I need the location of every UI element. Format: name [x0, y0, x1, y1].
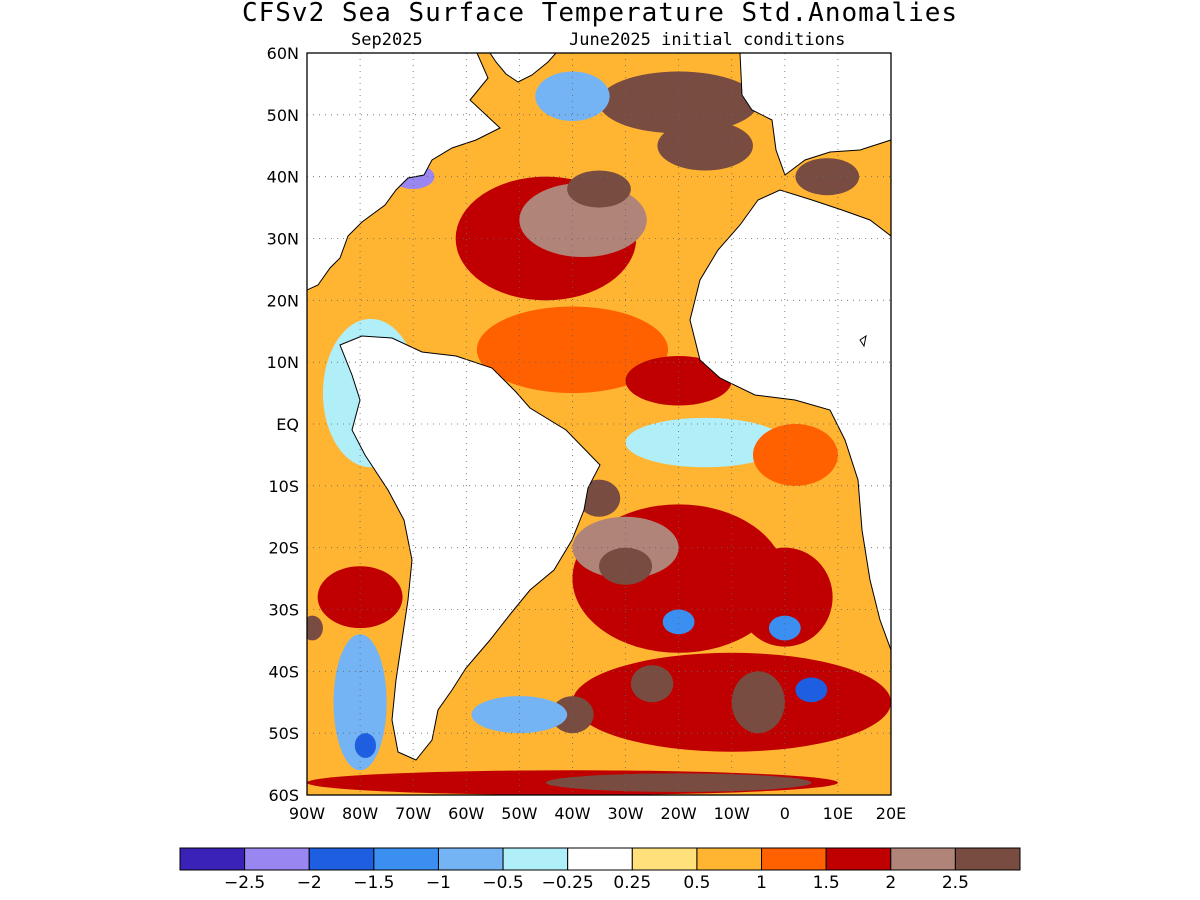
anomaly-region — [768, 615, 801, 641]
longitude-tick-label: 50W — [501, 804, 537, 823]
anomaly-region — [795, 158, 860, 196]
anomaly-region — [599, 71, 759, 134]
legend-value-label: −2 — [297, 873, 322, 893]
anomaly-region — [752, 424, 838, 486]
anomaly-regions — [307, 71, 891, 795]
longitude-tick-label: 20E — [876, 804, 906, 823]
anomaly-region — [737, 547, 833, 647]
anomaly-region — [795, 677, 828, 703]
anomaly-region — [662, 609, 695, 635]
latitude-tick-label: 20S — [268, 539, 299, 558]
color-legend: −2.5 −2 −1.5 −1 −0.5 −0.25 0.25 0.5 1 1.5 2 2.5 — [179, 847, 1021, 893]
latitude-tick-label: 20N — [267, 291, 299, 310]
latitude-tick-label: 40S — [268, 662, 299, 681]
legend-color-swatch — [825, 847, 892, 871]
legend-color-swatch — [373, 847, 439, 871]
latitude-tick-label: 40N — [267, 168, 299, 187]
legend-value-label: 0.25 — [613, 873, 651, 893]
latitude-tick-label: EQ — [276, 415, 299, 434]
longitude-tick-label: 10E — [823, 804, 853, 823]
anomaly-region — [577, 479, 621, 517]
lat-lon-grid — [307, 53, 891, 795]
anomaly-region — [354, 733, 377, 758]
legend-color-swatch — [502, 847, 569, 871]
legend-color-swatch — [954, 847, 1021, 871]
plot-frame — [306, 52, 892, 796]
legend-color-swatch — [179, 847, 246, 871]
anomaly-region — [567, 170, 631, 208]
legend-color-swatch — [244, 847, 310, 871]
longitude-tick-label: 70W — [395, 804, 431, 823]
africa-europe-land — [689, 53, 891, 651]
legend-color-swatch — [567, 847, 633, 871]
legend-value-label: −0.25 — [542, 873, 594, 893]
latitude-tick-label: 30N — [267, 230, 299, 249]
longitude-tick-label: 20W — [661, 804, 697, 823]
legend-color-swatch — [437, 847, 504, 871]
latitude-tick-label: 50N — [267, 106, 299, 125]
anomaly-region — [625, 417, 785, 468]
anomaly-region — [307, 615, 323, 641]
longitude-tick-label: 0 — [780, 804, 790, 823]
legend-color-swatch — [696, 847, 763, 871]
anomaly-region — [731, 671, 785, 734]
anomaly-region — [630, 665, 674, 703]
legend-value-label: 2 — [885, 873, 896, 893]
initial-conditions: June2025 initial conditions — [569, 30, 846, 50]
anomaly-region — [545, 773, 812, 792]
longitude-tick-labels: 90W 80W 70W 60W 50W 40W 30W 20W 10W 0 10E 20E — [289, 804, 906, 823]
longitude-tick-label: 80W — [342, 804, 378, 823]
latitude-tick-label: 10S — [268, 477, 299, 496]
greenland-land — [489, 53, 557, 83]
longitude-tick-label: 10W — [714, 804, 750, 823]
map-title: CFSv2 Sea Surface Temperature Std.Anomal… — [241, 0, 959, 28]
longitude-tick-label: 30W — [607, 804, 643, 823]
latitude-tick-labels: 60N 50N 40N 30N 20N 10N EQ 10S 20S 30S 40S 50S 60S — [267, 44, 299, 805]
anomaly-region — [317, 566, 403, 629]
legend-value-label: 1 — [756, 873, 767, 893]
anomaly-region — [476, 306, 669, 394]
legend-value-label: 1.5 — [813, 873, 840, 893]
legend-value-label: −0.5 — [482, 873, 523, 893]
legend-color-swatch — [631, 847, 698, 871]
legend-value-label: −1.5 — [353, 873, 394, 893]
anomaly-region — [551, 696, 594, 734]
latitude-tick-label: 60N — [267, 44, 299, 63]
anomaly-region — [535, 71, 610, 122]
longitude-tick-label: 60W — [448, 804, 484, 823]
latitude-tick-label: 30S — [268, 601, 299, 620]
longitude-tick-label: 40W — [554, 804, 590, 823]
legend-value-label: 2.5 — [942, 873, 969, 893]
legend-value-label: −2.5 — [224, 873, 265, 893]
anomaly-region — [333, 634, 387, 771]
legend-color-swatch — [308, 847, 375, 871]
anomaly-region — [657, 121, 753, 171]
anomaly-region — [599, 547, 653, 585]
anomaly-region — [471, 696, 568, 734]
legend-color-swatch — [890, 847, 956, 871]
europe-coast — [739, 53, 891, 176]
madagascar-land — [859, 334, 867, 348]
latitude-tick-label: 50S — [268, 724, 299, 743]
north-america-land — [307, 53, 501, 291]
latitude-tick-label: 10N — [267, 353, 299, 372]
latitude-tick-label: 60S — [268, 786, 299, 805]
legend-color-swatch — [761, 847, 827, 871]
legend-value-label: 0.5 — [683, 873, 710, 893]
valid-month: Sep2025 — [351, 30, 423, 50]
anomaly-region — [625, 355, 732, 406]
longitude-tick-label: 90W — [289, 804, 325, 823]
legend-value-label: −1 — [426, 873, 451, 893]
